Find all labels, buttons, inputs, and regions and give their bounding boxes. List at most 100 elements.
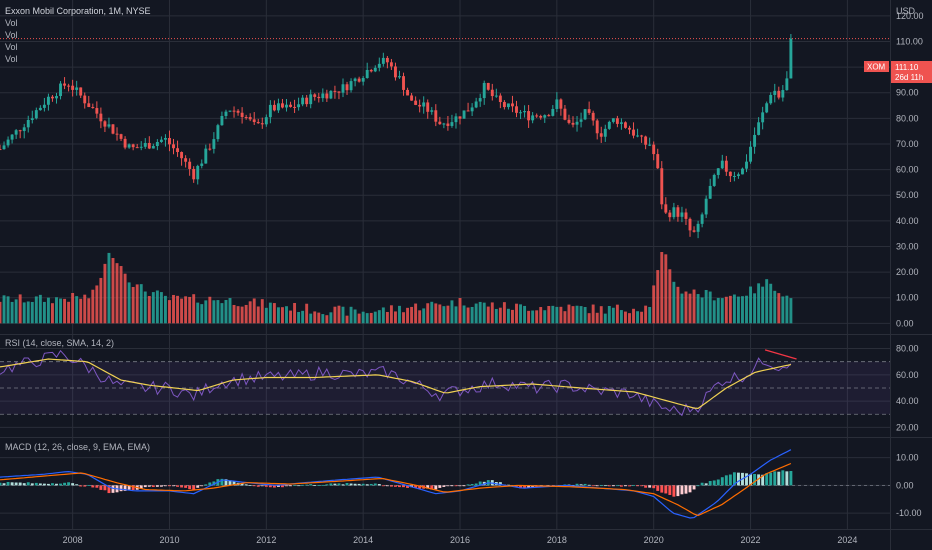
volume-bar <box>260 299 264 324</box>
volume-bar <box>781 296 785 324</box>
macd-histogram-bar <box>696 485 700 487</box>
candle-body <box>789 38 793 79</box>
rsi-axis[interactable]: 80.00 60.00 40.00 20.00 <box>896 344 919 433</box>
volume-bar <box>680 293 684 324</box>
price-tick-label: 110.00 <box>896 36 923 46</box>
volume-bar <box>123 273 127 324</box>
macd-histogram-bar <box>785 471 789 486</box>
candle-body <box>749 146 752 162</box>
macd-histogram-bar <box>720 477 724 486</box>
volume-bar <box>716 297 720 324</box>
macd-histogram-bar <box>454 485 458 487</box>
macd-histogram-bar <box>700 482 704 486</box>
macd-pane[interactable] <box>0 449 890 519</box>
candle-body <box>692 230 696 232</box>
macd-tick-label: 10.00 <box>896 453 919 463</box>
candle-body <box>159 139 163 142</box>
candle-body <box>103 121 107 127</box>
macd-tick-label: 0.00 <box>896 480 914 490</box>
candle-body <box>385 57 389 63</box>
macd-histogram-bar <box>305 484 309 486</box>
macd-histogram-bar <box>83 485 87 487</box>
candle-body <box>168 138 171 145</box>
rsi-title: RSI (14, close, SMA, 14, 2) <box>5 338 114 348</box>
volume-bar <box>571 306 575 324</box>
rsi-pane[interactable] <box>0 349 890 417</box>
candle-body <box>498 95 502 103</box>
candle-body <box>99 113 103 122</box>
macd-histogram-bar <box>329 483 333 486</box>
volume-bar <box>115 263 119 324</box>
macd-histogram-bar <box>55 483 58 486</box>
price-tick-label: 120.00 <box>896 11 924 21</box>
macd-axis[interactable]: 10.00 0.00 -10.00 <box>896 453 922 518</box>
volume-bar <box>745 295 748 324</box>
volume-bar <box>163 295 167 324</box>
macd-histogram-bar <box>51 483 54 486</box>
volume-bar <box>490 302 494 324</box>
volume-bar <box>712 300 716 324</box>
volume-bar <box>188 296 192 324</box>
volume-bar <box>741 296 744 324</box>
macd-histogram-bar <box>0 482 2 486</box>
volume-bar <box>402 312 405 324</box>
volume-bar <box>672 281 676 324</box>
macd-histogram-bar <box>337 483 341 486</box>
volume-bar <box>83 294 87 324</box>
volume-bar <box>502 302 506 324</box>
volume-bar <box>668 269 672 324</box>
macd-histogram-bar <box>385 485 389 487</box>
candle-body <box>123 138 127 148</box>
candle-body <box>184 158 188 162</box>
volume-bar <box>519 304 522 324</box>
time-tick-label: 2016 <box>450 535 470 545</box>
volume-bar <box>414 303 418 324</box>
volume-bar <box>309 313 313 324</box>
rsi-tick-label: 40.00 <box>896 396 919 406</box>
time-tick-label: 2012 <box>256 535 276 545</box>
macd-histogram-bar <box>599 485 603 486</box>
macd-histogram-bar <box>321 484 325 486</box>
macd-histogram-bar <box>38 483 42 486</box>
rsi-divergence-line <box>764 349 797 360</box>
candle-body <box>381 57 385 64</box>
price-pane[interactable] <box>0 34 890 324</box>
price-tick-label: 80.00 <box>896 113 919 123</box>
macd-histogram-bar <box>301 484 305 486</box>
time-axis[interactable]: 2008 2010 2012 2014 2016 2018 2020 2022 2024 <box>63 535 858 545</box>
macd-histogram-bar <box>777 471 781 486</box>
macd-histogram-bar <box>71 483 75 486</box>
volume-bar <box>454 306 458 324</box>
price-axis[interactable]: 120.00110.00100.0090.0080.0070.0060.0050… <box>896 11 924 329</box>
volume-bar <box>305 303 309 324</box>
macd-histogram-bar <box>769 472 773 486</box>
macd-histogram-bar <box>75 484 79 486</box>
candle-body <box>143 142 147 147</box>
volume-bar <box>26 301 30 324</box>
candle-body <box>398 76 401 78</box>
macd-histogram-bar <box>159 485 163 487</box>
volume-bar <box>575 305 579 324</box>
volume-bar <box>660 252 664 324</box>
time-tick-label: 2008 <box>63 535 83 545</box>
macd-histogram-bar <box>256 485 260 487</box>
candle-body <box>204 148 208 164</box>
macd-histogram-bar <box>668 485 672 495</box>
macd-histogram-bar <box>131 485 135 491</box>
macd-histogram-bar <box>204 484 208 486</box>
currency-label: USD <box>896 6 916 16</box>
volume-bar <box>10 301 14 324</box>
volume-bar <box>155 290 159 324</box>
candle-body <box>309 94 313 105</box>
candle-body <box>51 96 54 99</box>
macd-histogram-bar <box>10 482 14 486</box>
volume-bar <box>708 291 712 324</box>
volume-bar <box>22 302 26 324</box>
candle-body <box>410 95 414 101</box>
candle-body <box>289 104 292 107</box>
volume-bar <box>543 310 547 324</box>
volume-bar <box>422 308 426 324</box>
candle-body <box>785 78 789 91</box>
macd-histogram-bar <box>281 485 284 488</box>
